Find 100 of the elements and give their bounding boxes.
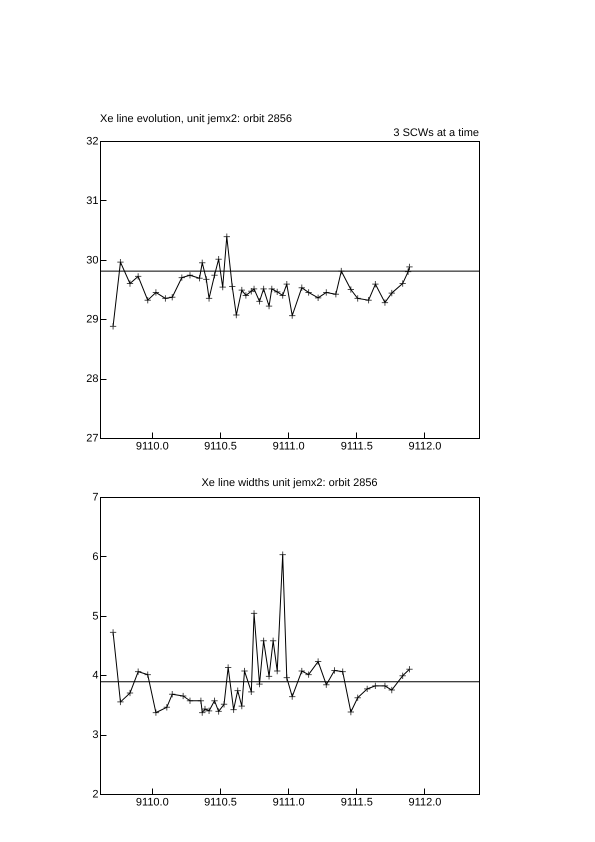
point (304, 288, 312, 296)
point (197, 697, 205, 704)
point (223, 232, 230, 240)
point (347, 286, 355, 294)
y-tick-label: 32 (86, 136, 98, 148)
point (406, 263, 414, 271)
point (214, 256, 222, 263)
x-tick-label: 9110.0 (136, 440, 169, 452)
point (126, 689, 134, 697)
y-tick-label: 31 (86, 194, 98, 207)
point (232, 311, 240, 319)
point (109, 322, 117, 330)
point (144, 670, 152, 678)
point (265, 302, 273, 310)
point (219, 283, 226, 291)
point (288, 312, 296, 320)
point (214, 708, 222, 716)
point (260, 285, 268, 293)
point (205, 294, 213, 302)
point (109, 628, 117, 636)
point (372, 682, 380, 690)
point (322, 681, 330, 688)
point (116, 698, 124, 706)
point (274, 667, 281, 675)
y-tick-label: 29 (86, 314, 98, 326)
point (364, 296, 372, 304)
y-tick-label: 5 (92, 610, 98, 622)
point (205, 707, 213, 714)
point (250, 610, 258, 618)
point (381, 298, 389, 306)
x-tick-label: 9110.5 (204, 796, 237, 808)
x-tick-label: 9112.0 (408, 440, 442, 452)
point (152, 708, 160, 716)
point (220, 700, 228, 708)
y-tick-label: 30 (86, 254, 98, 266)
point (398, 672, 406, 680)
y-tick-label: 3 (92, 729, 98, 742)
point (126, 280, 134, 288)
point (347, 708, 355, 716)
x-tick-label: 9110.0 (136, 796, 169, 808)
point (388, 289, 396, 297)
point (248, 688, 255, 696)
point (202, 276, 210, 284)
point (398, 280, 406, 288)
point (406, 666, 414, 673)
point (339, 668, 346, 676)
point (186, 697, 194, 704)
point (288, 692, 296, 700)
point (134, 272, 142, 280)
point (196, 274, 204, 282)
point (116, 258, 124, 266)
point (381, 682, 389, 690)
text: 3 SCWs at a time (393, 127, 479, 139)
point (162, 294, 170, 302)
point (240, 667, 248, 675)
y-tick-label: 28 (86, 373, 98, 386)
point (163, 704, 170, 711)
point (210, 697, 218, 704)
point (178, 274, 186, 282)
point (180, 692, 187, 700)
point (372, 280, 380, 288)
point (186, 272, 194, 279)
x-tick-label: 9112.0 (408, 796, 442, 808)
point (152, 288, 160, 296)
y-tick-label: 4 (92, 670, 98, 682)
point (201, 705, 209, 713)
point (322, 288, 330, 296)
y-tick-label: 2 (92, 788, 98, 800)
point (134, 668, 142, 676)
point (168, 294, 176, 301)
x-tick-label: 9111.0 (272, 796, 305, 808)
point (298, 667, 306, 675)
y-tick-label: 6 (92, 550, 98, 563)
point (404, 268, 412, 276)
point (354, 694, 362, 702)
point (364, 685, 371, 693)
x-tick-label: 9111.5 (340, 796, 373, 808)
point (279, 550, 286, 558)
point (210, 272, 218, 279)
point (144, 296, 152, 304)
point (168, 690, 176, 698)
point (198, 259, 206, 266)
point (388, 686, 396, 694)
point (354, 294, 362, 302)
x-tick-label: 9111.5 (340, 440, 373, 452)
point (283, 674, 290, 682)
x-tick-label: 9111.0 (272, 440, 305, 452)
point (228, 282, 236, 290)
point (256, 298, 264, 306)
point (314, 294, 322, 302)
point (298, 284, 306, 292)
point (332, 290, 340, 298)
y-tick-label: 27 (86, 432, 98, 444)
y-tick-label: 7 (92, 492, 98, 504)
point (250, 285, 258, 293)
point (198, 708, 206, 716)
x-tick-label: 9110.5 (204, 440, 237, 452)
chart-title: Xe line widths unit jemx2: orbit 2856 (201, 477, 378, 489)
point (304, 670, 312, 678)
point (330, 666, 338, 674)
